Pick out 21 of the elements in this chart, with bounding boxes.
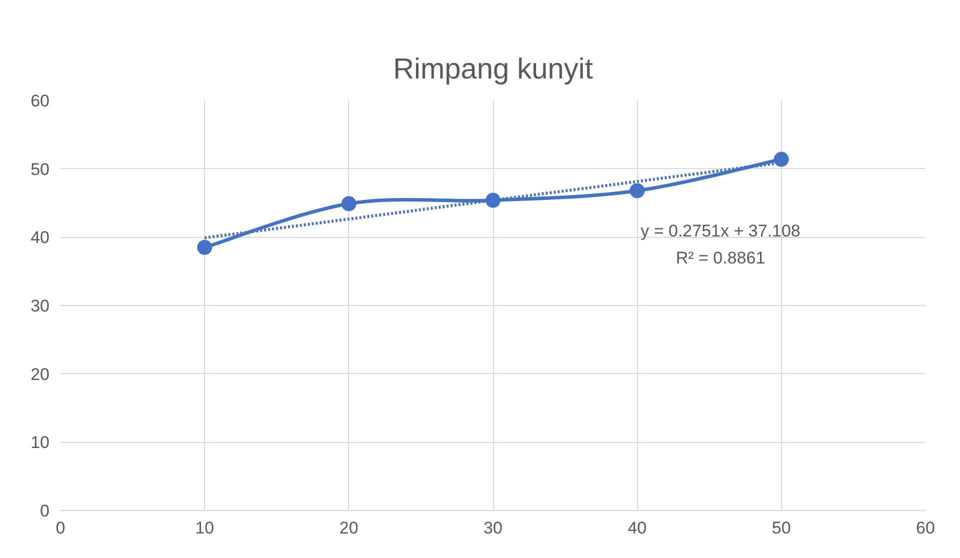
x-tick-label: 40 [628,518,647,538]
point [630,183,645,198]
point [774,152,789,167]
x-tick-label: 0 [56,518,66,538]
y-tick-label: 20 [30,364,50,384]
x-tick-label: 50 [772,518,791,538]
y-tick-label: 50 [30,160,50,179]
y-tick-label: 40 [30,228,50,248]
annotation: R² = 0.8861 [676,248,766,268]
chart-title: Rimpang kunyit [393,54,593,86]
x-tick-label: 60 [916,518,935,538]
y-tick-label: 0 [40,502,50,520]
point [341,196,356,212]
annotation: y = 0.2751x + 37.108 [640,222,800,240]
y-tick-label: 60 [30,92,50,110]
y-tick-label: 10 [30,433,50,452]
point [197,240,212,255]
y-tick-label: 30 [30,296,50,316]
x-tick-label: 20 [339,518,358,538]
x-tick-label: 10 [195,518,214,538]
x-tick-label: 30 [484,518,502,538]
